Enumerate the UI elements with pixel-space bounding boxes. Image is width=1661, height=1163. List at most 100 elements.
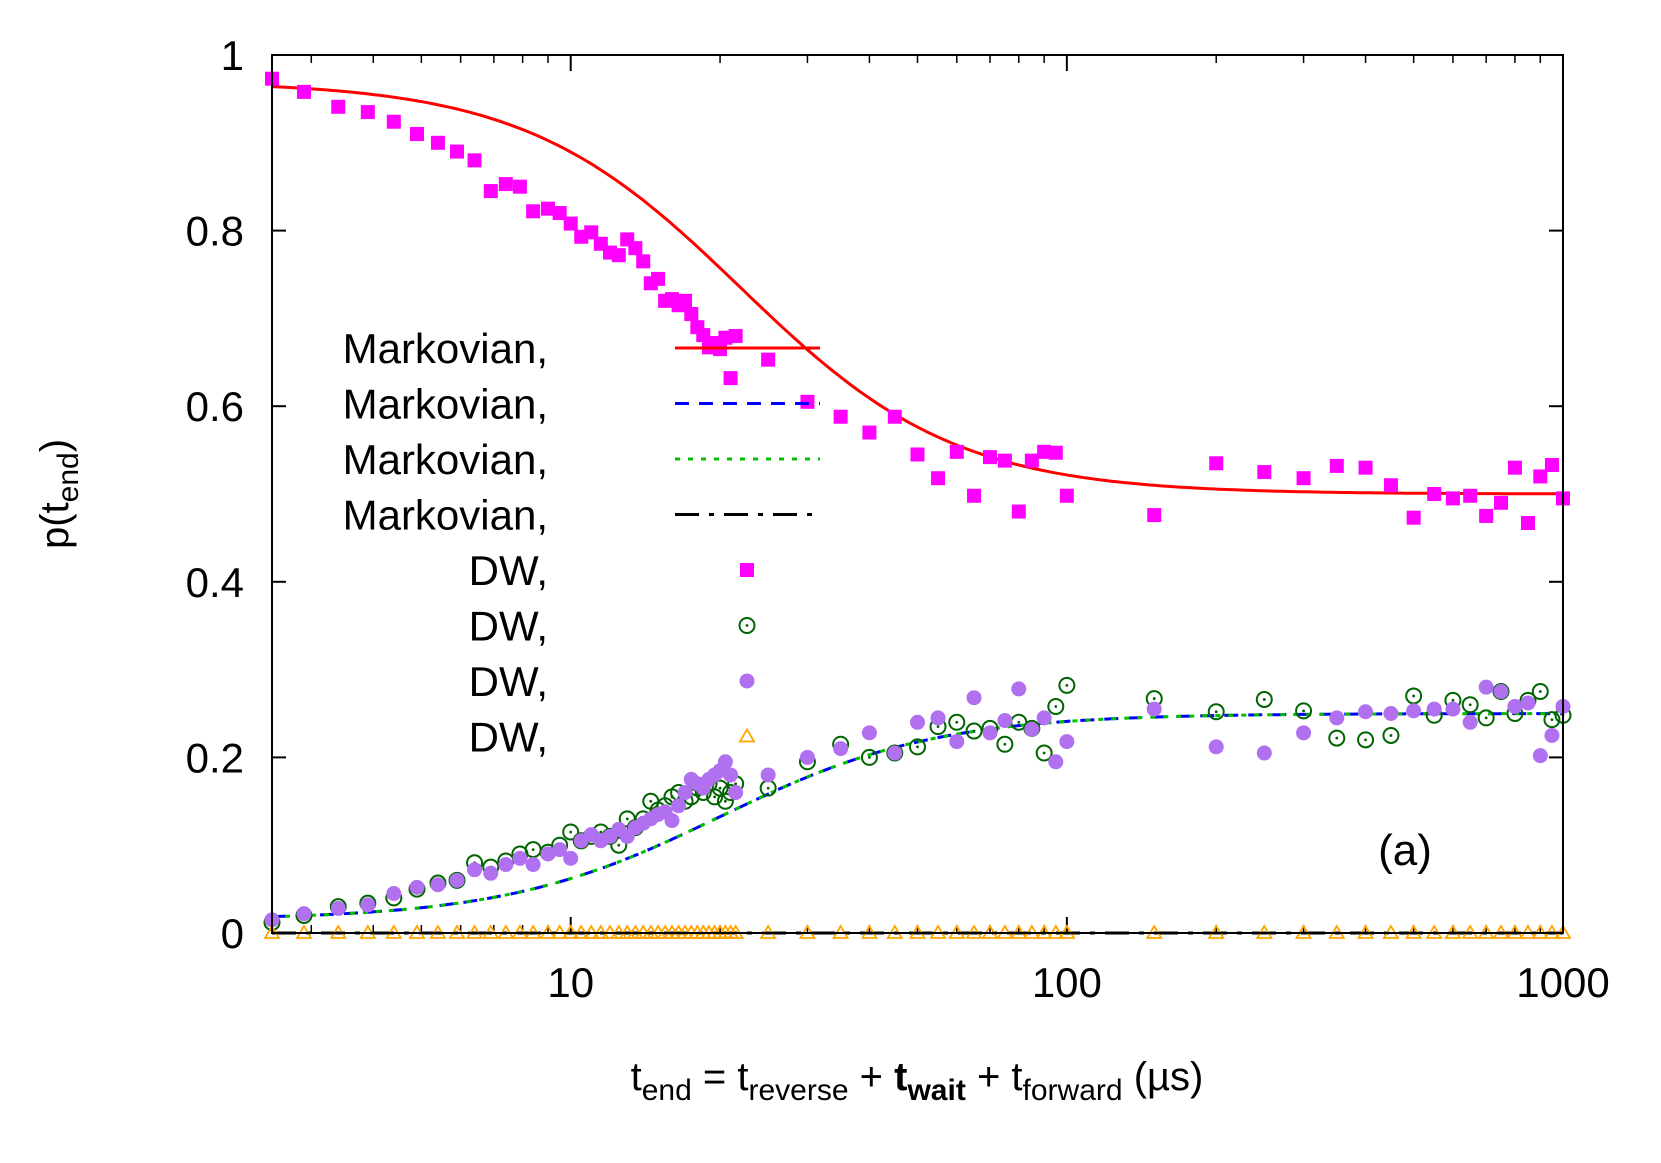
circle-marker — [739, 673, 755, 689]
circle-marker — [717, 754, 733, 770]
circle-marker — [525, 857, 541, 873]
square-marker — [651, 271, 666, 286]
dotted-circle-marker — [1382, 726, 1400, 744]
square-marker — [1445, 491, 1460, 506]
square-marker — [678, 293, 693, 308]
circle-marker — [833, 741, 849, 757]
square-marker — [628, 241, 643, 256]
circle-marker — [1146, 701, 1162, 717]
circle-marker — [861, 725, 877, 741]
square-marker — [931, 471, 946, 486]
dotted-circle-marker — [909, 738, 926, 756]
circle-marker — [1329, 710, 1345, 726]
square-marker — [386, 114, 401, 129]
dotted-circle-marker — [610, 836, 628, 854]
dotted-circle-center — [1003, 742, 1007, 746]
data-markers — [263, 71, 1572, 939]
square-marker — [949, 444, 964, 459]
circle-marker — [1024, 721, 1040, 737]
square-marker — [483, 184, 498, 199]
circle-marker — [671, 798, 687, 814]
square-marker — [1209, 456, 1224, 471]
square-marker — [1296, 471, 1311, 486]
dotted-circle-marker — [716, 792, 734, 810]
dotted-circle-center — [916, 745, 919, 749]
circle-marker — [910, 714, 925, 730]
legend: Markovian, Markovian, Markovian, Markovian,… — [343, 325, 820, 761]
dotted-circle-marker — [562, 823, 580, 841]
circle-marker — [966, 690, 982, 706]
dotted-circle-center — [569, 830, 573, 834]
square-marker — [467, 153, 482, 168]
square-marker — [584, 225, 599, 240]
legend-label: DW, — [469, 603, 548, 650]
circle-marker — [409, 879, 425, 895]
square-marker — [833, 409, 848, 424]
dotted-circle-center — [1054, 705, 1058, 708]
square-marker — [450, 144, 465, 159]
circle-marker — [1059, 734, 1075, 750]
curve-markovian-3 — [271, 712, 1563, 919]
x-tick-label: 10 — [547, 959, 594, 1006]
dotted-circle-center — [1364, 738, 1367, 742]
square-marker — [1507, 460, 1522, 475]
circle-marker — [760, 767, 776, 783]
circle-marker — [1256, 745, 1272, 761]
dotted-circle-center — [1214, 710, 1218, 714]
square-marker — [1059, 488, 1074, 503]
circle-marker — [1358, 704, 1374, 720]
dotted-circle-marker — [1047, 697, 1065, 715]
dotted-circle-center — [745, 624, 749, 627]
dotted-circle-center — [1017, 720, 1021, 724]
circle-marker — [430, 877, 446, 893]
series-dw-1 — [265, 71, 1570, 530]
circle-marker — [1507, 698, 1523, 714]
square-marker — [740, 563, 754, 577]
dotted-circle-marker — [948, 713, 966, 731]
square-marker — [498, 177, 513, 192]
dotted-circle-center — [1468, 703, 1472, 707]
circle-marker — [728, 785, 744, 801]
circle-marker — [360, 897, 376, 913]
circle-marker — [799, 749, 815, 765]
circle-marker — [930, 710, 946, 726]
circle-marker — [1406, 703, 1422, 719]
circle-marker — [563, 850, 579, 866]
square-marker — [1037, 444, 1052, 459]
circle-marker — [1048, 754, 1064, 770]
legend-label: DW, — [469, 714, 548, 761]
dotted-circle-center — [1335, 736, 1339, 740]
circle-marker — [1544, 727, 1560, 743]
x-axis-label: tend = treverse + twait + tforward (µs) — [631, 1055, 1204, 1107]
y-tick-label: 0.8 — [186, 208, 244, 255]
square-marker — [910, 447, 925, 462]
dotted-circle-center — [617, 843, 621, 847]
square-marker — [410, 127, 425, 142]
dotted-circle-center — [1550, 718, 1554, 722]
dotted-circle-center — [868, 756, 871, 759]
dotted-circle-marker — [1207, 703, 1225, 721]
circle-marker — [887, 745, 903, 761]
dotted-circle-center — [766, 786, 770, 790]
square-marker — [800, 394, 815, 409]
dotted-circle-marker — [1295, 702, 1313, 720]
dotted-circle-center — [1389, 734, 1393, 737]
dotted-circle-center — [625, 817, 629, 821]
circle-marker — [1493, 684, 1509, 700]
circle-marker — [449, 872, 465, 888]
square-marker — [1406, 510, 1421, 525]
square-marker — [1463, 488, 1478, 503]
dotted-circle-center — [723, 799, 727, 803]
circle-marker — [1426, 701, 1442, 717]
dotted-circle-center — [734, 782, 738, 786]
circle-marker — [997, 713, 1013, 729]
dotted-circle-marker — [1543, 711, 1561, 729]
circle-marker — [296, 906, 312, 922]
circle-marker — [664, 813, 680, 829]
dotted-circle-marker — [1461, 696, 1479, 714]
square-marker — [1257, 465, 1272, 480]
dotted-circle-marker — [1035, 744, 1053, 762]
dotted-circle-marker — [1328, 729, 1346, 747]
dotted-circle-center — [1262, 698, 1266, 701]
